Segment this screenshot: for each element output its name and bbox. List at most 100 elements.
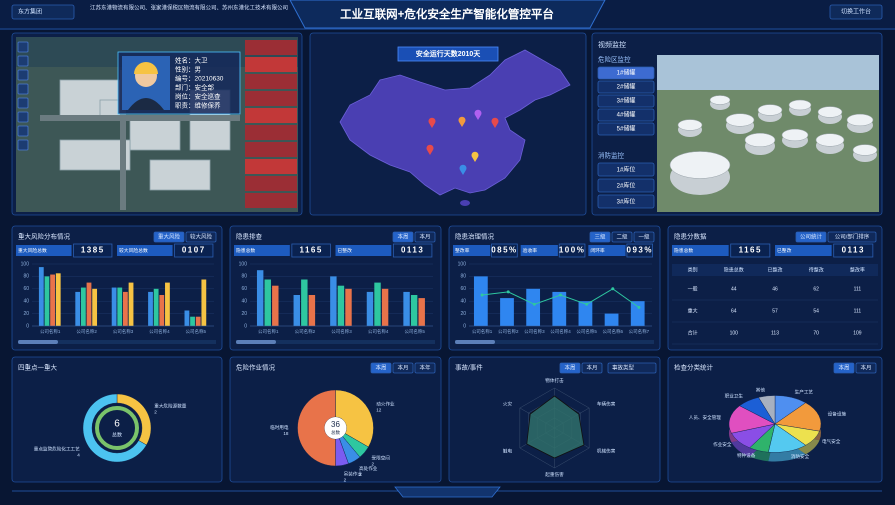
slice-label: 人员、安全管理 — [689, 414, 722, 421]
list-item-label[interactable]: 3#储罐 — [617, 97, 636, 105]
tab[interactable] — [633, 231, 655, 243]
list-item[interactable] — [597, 66, 655, 80]
x-tick-label: 公司名称7 — [629, 328, 650, 335]
tab[interactable] — [414, 231, 436, 243]
tab[interactable] — [855, 362, 877, 374]
bar — [381, 288, 389, 326]
select-label[interactable]: 事故类型 — [612, 363, 635, 371]
list-item[interactable] — [597, 108, 655, 122]
stat-label-box — [588, 245, 626, 256]
alarm-item — [245, 74, 297, 89]
tab-label[interactable]: 本周 — [564, 363, 575, 371]
slice-value: 2 — [372, 461, 375, 466]
list-item-label[interactable]: 2#库位 — [617, 182, 636, 190]
select[interactable] — [607, 362, 657, 374]
tool-icon — [17, 125, 29, 137]
tab[interactable] — [185, 231, 217, 243]
list-item-label[interactable]: 2#储罐 — [617, 83, 636, 91]
list-item-label[interactable]: 1#储罐 — [617, 69, 636, 77]
tab[interactable] — [611, 231, 633, 243]
tab[interactable] — [795, 231, 827, 243]
tab-label[interactable]: 公司/部门排序 — [835, 232, 870, 240]
stat-value: 0113 — [842, 246, 865, 255]
table-header-cell: 待整改 — [809, 266, 824, 273]
bar — [264, 279, 271, 326]
list-item-label[interactable]: 3#库位 — [617, 198, 636, 206]
tab-label[interactable]: 本周 — [838, 363, 849, 371]
tab-label[interactable]: 一级 — [638, 232, 650, 240]
tool-icon — [17, 69, 29, 81]
tool-icon — [17, 83, 29, 95]
map-pin — [458, 116, 466, 127]
slice-label: 职业卫生 — [725, 392, 744, 399]
panel — [667, 225, 883, 351]
tab-label[interactable]: 本月 — [586, 363, 597, 371]
tab[interactable] — [589, 231, 611, 243]
tab[interactable] — [559, 362, 581, 374]
radar-area — [526, 395, 585, 459]
bar — [117, 287, 123, 326]
tab-label[interactable]: 本年 — [419, 363, 431, 371]
group-title: 危险区监控 — [598, 55, 631, 64]
tank-top — [788, 99, 812, 111]
tab[interactable] — [833, 362, 855, 374]
slice-label: 特种设备 — [737, 452, 756, 459]
tab-label[interactable]: 重大风险 — [158, 232, 181, 240]
tab-label[interactable]: 二级 — [616, 232, 628, 240]
person-info: 性别：男 — [175, 65, 201, 74]
tab[interactable] — [392, 231, 414, 243]
list-item-label[interactable]: 1#库位 — [617, 166, 636, 174]
tab-label[interactable]: 三级 — [594, 232, 606, 240]
tab[interactable] — [370, 362, 392, 374]
stat-value: 0107 — [182, 246, 206, 255]
x-tick-label: 公司名称4 — [368, 328, 389, 335]
switch-label[interactable]: 切换工作台 — [841, 8, 871, 16]
tab-label[interactable]: 本月 — [419, 232, 430, 240]
bar — [195, 316, 201, 326]
tab[interactable] — [414, 362, 436, 374]
y-tick-label: 100 — [239, 261, 248, 267]
table-cell: 109 — [853, 330, 862, 336]
tab[interactable] — [153, 231, 185, 243]
list-item[interactable] — [597, 162, 655, 177]
tab[interactable] — [827, 231, 877, 243]
stat-value: 100% — [559, 246, 585, 255]
tab[interactable] — [581, 362, 603, 374]
stat-label: 验收率 — [523, 247, 538, 254]
table-cell: 70 — [813, 330, 819, 336]
list-item-label[interactable]: 4#储罐 — [617, 111, 636, 119]
panel-title: 重大风险分布情况 — [18, 232, 71, 241]
group-title: 消防监控 — [598, 151, 625, 160]
slice — [728, 405, 776, 434]
tab-label[interactable]: 本月 — [397, 363, 408, 371]
list-item[interactable] — [597, 80, 655, 94]
tab-label[interactable]: 公司统计 — [800, 232, 823, 240]
panel-title: 视频监控 — [598, 40, 626, 49]
tab[interactable] — [392, 362, 414, 374]
tab-label[interactable]: 较大风险 — [190, 232, 213, 240]
radar-label: 物体打击 — [545, 377, 564, 384]
list-item[interactable] — [597, 194, 655, 209]
bar — [201, 279, 207, 326]
stat-label: 隐患总数 — [236, 247, 255, 254]
table-cell: 64 — [731, 308, 737, 314]
bar — [92, 288, 98, 326]
tab-label[interactable]: 本月 — [860, 363, 871, 371]
stat-label-box — [234, 245, 290, 256]
bar — [184, 310, 190, 326]
total-label: 总数 — [112, 431, 122, 438]
slice — [758, 395, 776, 425]
tab-label[interactable]: 本周 — [375, 363, 386, 371]
stat-label-box — [453, 245, 491, 256]
switch-button[interactable] — [829, 4, 883, 20]
list-item[interactable] — [597, 94, 655, 108]
alarm-item — [245, 193, 297, 208]
list-item-label[interactable]: 5#储罐 — [617, 125, 636, 133]
list-item[interactable] — [597, 122, 655, 136]
table-cell: 合计 — [688, 329, 698, 336]
tab-label[interactable]: 本周 — [397, 232, 408, 240]
stat-label-box — [672, 245, 729, 256]
y-tick-label: 80 — [460, 274, 466, 280]
list-item[interactable] — [597, 178, 655, 193]
x-tick-label: 公司名称1 — [472, 328, 493, 335]
